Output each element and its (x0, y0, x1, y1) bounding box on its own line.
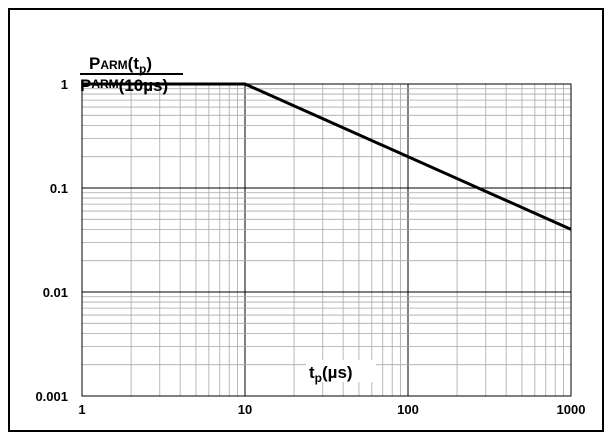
grid (81, 83, 572, 397)
y-label-numerator: PARM(tp) (89, 54, 152, 76)
plot-border (81, 83, 572, 397)
y-tick-labels: 1 0.1 0.01 0.001 (35, 77, 68, 404)
data-series-line (82, 82, 572, 231)
y-tick-label: 0.001 (35, 389, 68, 404)
x-tick-label: 10 (238, 402, 252, 417)
y-tick-label: 0.01 (43, 285, 68, 300)
x-label-background (306, 360, 376, 382)
x-tick-label: 100 (397, 402, 419, 417)
y-tick-label: 0.1 (50, 181, 68, 196)
y-tick-label: 1 (61, 77, 68, 92)
x-tick-labels: 1 10 100 1000 (78, 402, 585, 417)
x-tick-label: 1 (78, 402, 85, 417)
x-tick-label: 1000 (557, 402, 586, 417)
x-label: tp(µs) (309, 363, 353, 385)
y-label-denominator: PARM(10µs) (80, 76, 168, 95)
